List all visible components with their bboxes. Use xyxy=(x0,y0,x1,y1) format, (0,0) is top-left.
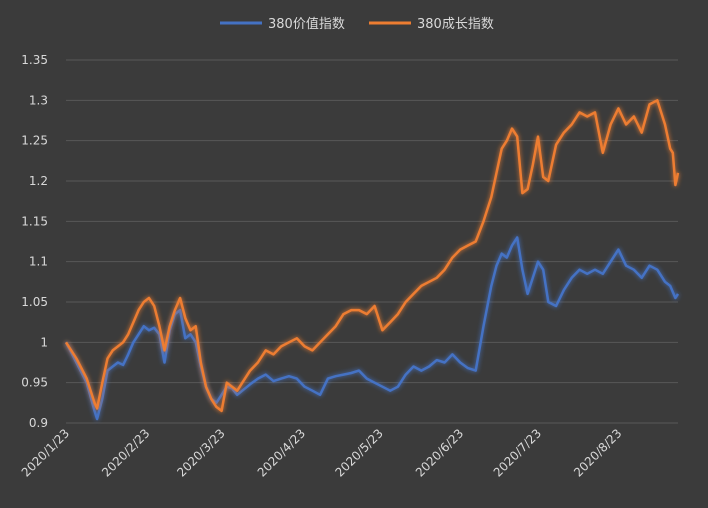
y-tick-label: 1.25 xyxy=(21,134,48,148)
gridlines xyxy=(66,59,678,424)
x-tick-label: 2020/2/23 xyxy=(99,426,152,479)
legend-label-growth: 380成长指数 xyxy=(417,17,494,32)
series-layer xyxy=(64,99,680,421)
x-tick-label: 2020/6/23 xyxy=(413,426,466,479)
x-axis-tick-labels: 2020/1/23 2020/2/23 2020/3/23 2020/4/23 2020… xyxy=(19,426,625,479)
y-tick-label: 1.3 xyxy=(29,93,48,107)
y-tick-label: 1.2 xyxy=(29,174,48,188)
y-tick-label: 1.05 xyxy=(21,295,48,309)
y-tick-label: 1.1 xyxy=(29,255,48,269)
x-tick-label: 2020/7/23 xyxy=(491,426,544,479)
legend-label-value: 380价值指数 xyxy=(268,16,345,32)
y-tick-label: 1.35 xyxy=(21,53,48,67)
legend: 380价值指数 380成长指数 xyxy=(220,16,494,32)
x-tick-label: 2020/4/23 xyxy=(255,426,308,479)
x-tick-label: 2020/3/23 xyxy=(174,426,227,479)
x-tick-label: 2020/8/23 xyxy=(571,426,624,479)
series-line-1 xyxy=(64,99,680,413)
y-tick-label: 0.95 xyxy=(21,376,48,390)
y-axis-tick-labels: 0.9 0.95 1 1.05 1.1 1.15 1.2 1.25 1.3 1.35 xyxy=(21,53,48,430)
y-tick-label: 0.9 xyxy=(29,416,48,430)
x-tick-label: 2020/1/23 xyxy=(19,426,72,479)
y-tick-label: 1.15 xyxy=(21,214,48,228)
series-line-0 xyxy=(64,236,680,421)
x-tick-label: 2020/5/23 xyxy=(332,426,385,479)
y-tick-label: 1 xyxy=(40,335,48,349)
